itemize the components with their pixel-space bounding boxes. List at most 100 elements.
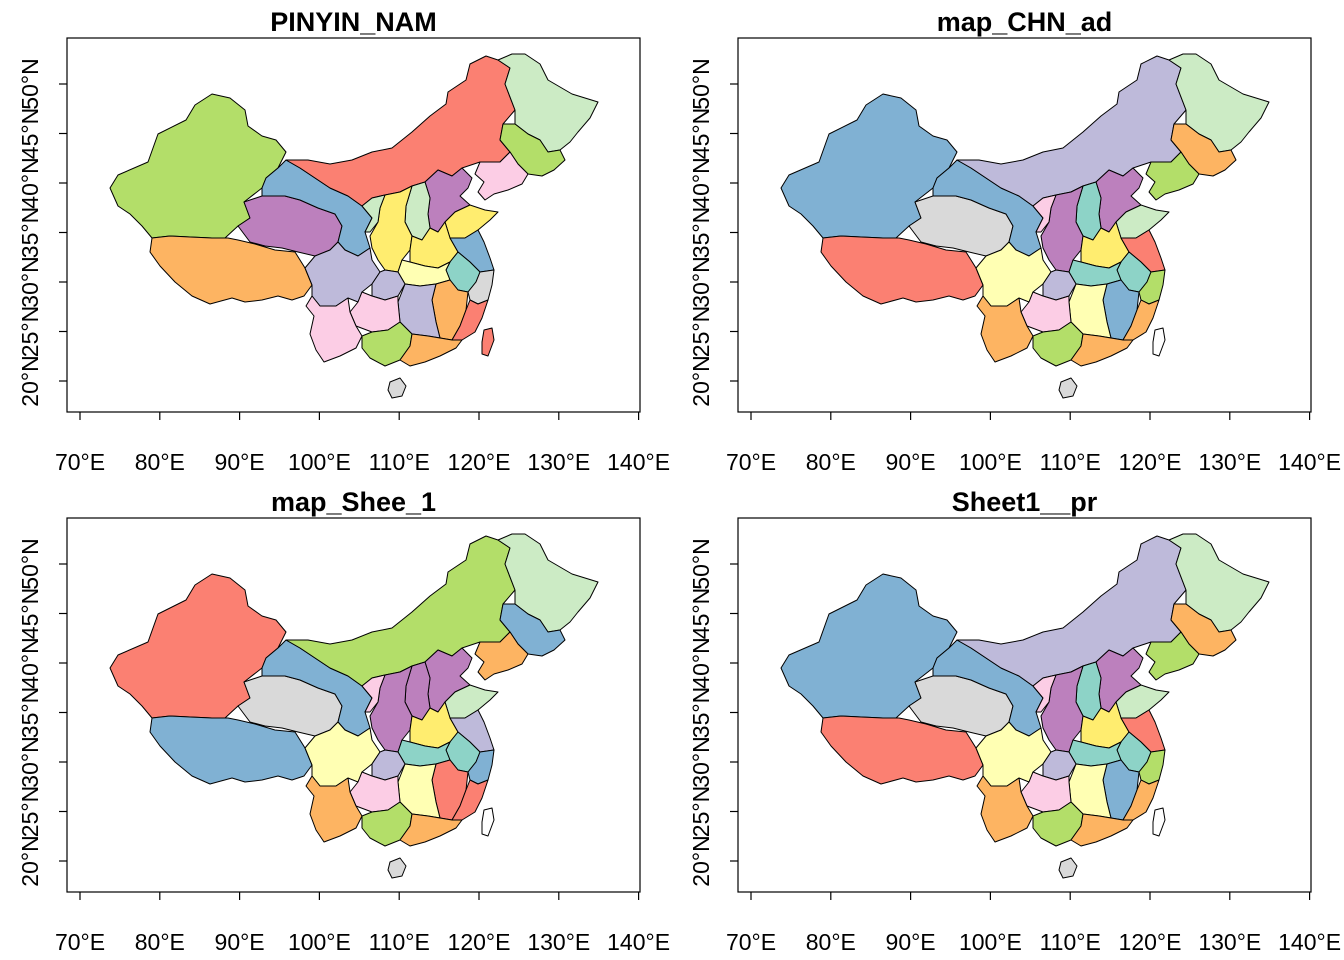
map-panel-3: map_Shee_1 70°E 80°E 90°E 100°E 110°E 120°E 130…	[17, 487, 670, 955]
plot-frame	[737, 517, 1312, 893]
x-tick-label: 70°E	[55, 929, 105, 955]
panel-title: Sheet1__pr	[952, 487, 1098, 517]
province-taiwan	[481, 327, 495, 357]
y-tick-label: 40°N	[688, 157, 714, 208]
x-tick-label: 80°E	[806, 929, 856, 955]
province-sichuan	[975, 241, 1052, 307]
y-tick-label: 20°N	[688, 835, 714, 886]
x-tick-label: 130°E	[1198, 449, 1261, 475]
x-tick-label: 80°E	[135, 929, 185, 955]
province-liaoning	[474, 151, 529, 201]
map-panel-2: map_CHN_ad 70°E 80°E 90°E 100°E 110°E 120°E 130…	[688, 7, 1341, 475]
x-tick-label: 70°E	[726, 929, 776, 955]
y-tick-label: 40°N	[688, 637, 714, 688]
y-tick-label: 20°N	[688, 355, 714, 406]
x-tick-label: 120°E	[1119, 449, 1182, 475]
x-tick-label: 80°E	[806, 449, 856, 475]
y-tick-label: 25°N	[17, 786, 43, 837]
y-tick-label: 50°N	[688, 58, 714, 109]
panel-title: map_Shee_1	[271, 487, 436, 517]
province-ningxia	[1032, 194, 1057, 233]
x-tick-label: 100°E	[959, 929, 1022, 955]
x-tick-label: 90°E	[886, 929, 936, 955]
y-tick-label: 45°N	[17, 588, 43, 639]
x-tick-label: 90°E	[215, 929, 265, 955]
x-tick-label: 120°E	[448, 929, 511, 955]
x-tick-label: 100°E	[959, 449, 1022, 475]
x-tick-label: 100°E	[288, 449, 351, 475]
x-tick-label: 90°E	[215, 449, 265, 475]
panel-title: map_CHN_ad	[937, 7, 1113, 37]
province-ningxia	[361, 194, 386, 233]
plot-frame	[66, 517, 641, 893]
province-taiwan	[481, 807, 495, 837]
y-tick-label: 35°N	[17, 207, 43, 258]
x-tick-label: 100°E	[288, 929, 351, 955]
province-jilin	[499, 603, 566, 657]
plot-frame	[737, 37, 1312, 413]
province-sichuan	[304, 721, 381, 787]
x-tick-label: 130°E	[527, 929, 590, 955]
province-liaoning	[474, 631, 529, 681]
province-ningxia	[361, 674, 386, 713]
y-tick-label: 35°N	[17, 687, 43, 738]
province-guangdong	[1070, 333, 1134, 367]
province-heilongjiang	[497, 533, 599, 633]
x-tick-label: 130°E	[1198, 929, 1261, 955]
province-liaoning	[1145, 631, 1200, 681]
x-tick-label: 110°E	[369, 929, 430, 955]
x-tick-label: 110°E	[1040, 449, 1101, 475]
province-jilin	[1170, 603, 1237, 657]
province-jilin	[1170, 123, 1237, 177]
province-sichuan	[304, 241, 381, 307]
province-hainan	[387, 377, 407, 399]
province-fujian	[1122, 779, 1160, 821]
province-guangdong	[1070, 813, 1134, 847]
x-tick-label: 120°E	[448, 449, 511, 475]
y-tick-label: 45°N	[17, 108, 43, 159]
province-ningxia	[1032, 674, 1057, 713]
province-heilongjiang	[1168, 533, 1270, 633]
y-tick-label: 20°N	[17, 355, 43, 406]
x-tick-label: 110°E	[1040, 929, 1101, 955]
x-tick-label: 140°E	[1278, 929, 1341, 955]
province-tibet	[820, 715, 984, 785]
y-tick-label: 50°N	[17, 538, 43, 589]
plot-frame	[66, 37, 641, 413]
y-tick-label: 50°N	[688, 538, 714, 589]
province-yunnan	[976, 295, 1034, 363]
y-tick-label: 25°N	[688, 306, 714, 357]
map-panel-4: Sheet1__pr 70°E 80°E 90°E 100°E 110°E 120°E 130…	[688, 487, 1341, 955]
x-tick-label: 70°E	[726, 449, 776, 475]
x-tick-label: 120°E	[1119, 929, 1182, 955]
x-tick-label: 140°E	[607, 929, 670, 955]
y-tick-label: 45°N	[688, 108, 714, 159]
province-yunnan	[976, 775, 1034, 843]
map-panel-1: PINYIN_NAM 70°E 80°E 90°E 100°E 110°E 120°E 130…	[17, 7, 670, 475]
province-fujian	[1122, 299, 1160, 341]
y-tick-label: 40°N	[17, 157, 43, 208]
y-tick-label: 50°N	[17, 58, 43, 109]
province-taiwan	[1152, 327, 1166, 357]
y-tick-label: 30°N	[17, 736, 43, 787]
province-taiwan	[1152, 807, 1166, 837]
y-tick-label: 25°N	[17, 306, 43, 357]
y-tick-label: 35°N	[688, 687, 714, 738]
province-guangdong	[399, 813, 463, 847]
province-heilongjiang	[1168, 53, 1270, 153]
x-tick-label: 90°E	[886, 449, 936, 475]
province-fujian	[451, 779, 489, 821]
province-yunnan	[305, 295, 363, 363]
province-tibet	[820, 235, 984, 305]
province-tibet	[149, 235, 313, 305]
x-tick-label: 140°E	[607, 449, 670, 475]
province-fujian	[451, 299, 489, 341]
province-heilongjiang	[497, 53, 599, 153]
x-tick-label: 140°E	[1278, 449, 1341, 475]
province-hainan	[387, 857, 407, 879]
y-tick-label: 45°N	[688, 588, 714, 639]
province-yunnan	[305, 775, 363, 843]
province-jilin	[499, 123, 566, 177]
x-tick-label: 80°E	[135, 449, 185, 475]
